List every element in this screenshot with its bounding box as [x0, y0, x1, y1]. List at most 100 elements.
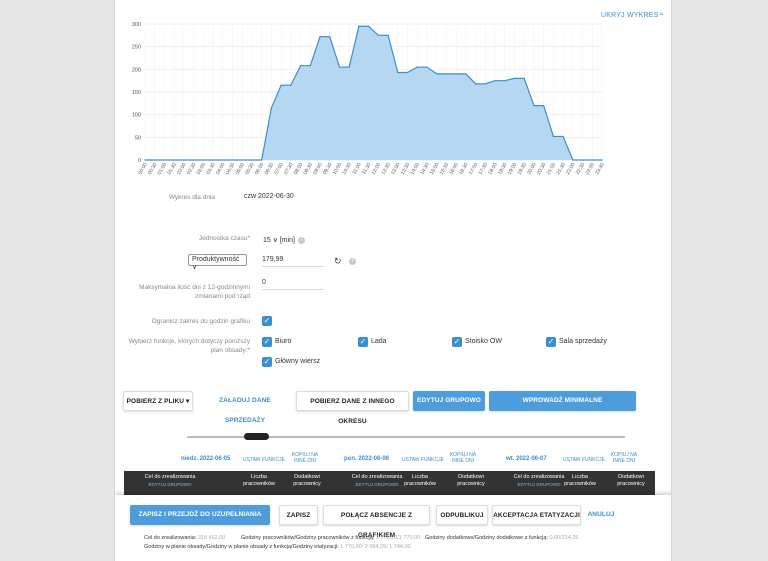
- y-tick-label: 50: [135, 135, 141, 141]
- col-employees-3: Liczba pracowników: [564, 474, 596, 487]
- series-area: [145, 26, 602, 161]
- x-tick-label: 07:00: [273, 162, 285, 176]
- x-tick-label: 03:30: [205, 162, 217, 176]
- max-days-label: Maksymalna ilość dni z 12-godzinnymi zmi…: [139, 284, 250, 300]
- limit-range-checkbox[interactable]: ✓: [262, 316, 272, 326]
- data-point: [387, 34, 389, 36]
- metric-select[interactable]: Produktywność ∨: [188, 254, 247, 271]
- data-point: [543, 105, 545, 107]
- chevron-up-icon[interactable]: ⌃: [658, 12, 665, 21]
- data-point: [231, 159, 234, 161]
- copy-days-link-2[interactable]: KOPIUJ NA INNE DNI: [449, 452, 477, 464]
- x-tick-label: 19:00: [507, 162, 519, 176]
- limit-range-label: Ogranicz zakres do godzin grafiku: [151, 318, 250, 325]
- data-point: [358, 25, 360, 27]
- scroll-track[interactable]: [187, 436, 625, 438]
- table-header: Cel do zrealizowania EDYTUJ GRUPOWO Liczb…: [124, 471, 655, 495]
- data-point: [222, 159, 224, 161]
- data-point: [163, 159, 166, 161]
- col-extra-3: Dodatkowi pracownicy: [617, 474, 645, 487]
- x-tick-label: 15:30: [439, 162, 451, 176]
- unpublish-button[interactable]: ODPUBLIKUJ: [436, 505, 488, 525]
- group-edit-button[interactable]: EDYTUJ GRUPOWO: [413, 391, 485, 411]
- info-icon: i: [297, 236, 305, 244]
- function-checkbox-lada[interactable]: ✓: [358, 337, 368, 347]
- x-tick-label: 09:00: [312, 162, 324, 176]
- main-panel: UKRYJ WYKRES ⌃ 0 50 100 150 200 250 300 00:00 00…: [114, 0, 672, 561]
- copy-days-link-1[interactable]: KOPIUJ NA INNE DNI: [291, 452, 319, 464]
- group-edit-link-3[interactable]: EDYTUJ GRUPOWO: [517, 482, 561, 487]
- save-and-go-button[interactable]: ZAPISZ I PRZEJDŹ DO UZUPEŁNIANIA GRAFIKU: [130, 505, 270, 538]
- x-tick-label: 08:00: [293, 162, 305, 176]
- data-point: [416, 66, 418, 68]
- load-file-button[interactable]: POBIERZ Z PLIKU ▾: [123, 391, 193, 411]
- data-point: [309, 65, 311, 67]
- y-tick-label: 300: [132, 22, 141, 28]
- refresh-icon[interactable]: ↻: [334, 256, 342, 266]
- scroll-thumb[interactable]: [244, 433, 269, 440]
- x-tick-label: 16:30: [458, 162, 470, 176]
- summary-hours: Godziny pracowników/Godziny pracowników …: [241, 535, 421, 541]
- load-sales-button[interactable]: ZAŁADUJ DANE SPRZEDAŻY: [219, 397, 271, 424]
- x-tick-label: 17:30: [478, 162, 490, 176]
- function-label-stoisko: Stoisko OW: [465, 338, 502, 345]
- data-point: [290, 84, 292, 86]
- x-tick-label: 18:30: [497, 162, 509, 176]
- set-functions-link-3[interactable]: USTAW FUNKCJE: [563, 457, 605, 463]
- productivity-input[interactable]: 179,99: [262, 254, 324, 267]
- time-unit-label: Jednostka czasu*: [199, 235, 250, 242]
- data-point: [455, 73, 457, 75]
- data-point: [523, 77, 525, 79]
- group-edit-link-2[interactable]: EDYTUJ GRUPOWO: [355, 482, 399, 487]
- data-point: [397, 71, 399, 74]
- data-point: [154, 159, 156, 161]
- y-tick-label: 0: [138, 158, 141, 164]
- x-tick-label: 11:00: [351, 162, 362, 176]
- save-button[interactable]: ZAPISZ: [279, 505, 318, 525]
- function-checkbox-biuro[interactable]: ✓: [262, 337, 272, 347]
- x-tick-label: 20:00: [526, 162, 538, 176]
- min-demand-button[interactable]: WPROWADŹ MINIMALNE ZAPOTRZEBOWANIE: [489, 391, 636, 424]
- data-point: [552, 135, 554, 138]
- data-point: [368, 25, 370, 27]
- function-checkbox-main-row[interactable]: ✓: [262, 357, 272, 367]
- x-tick-label: 23:00: [585, 162, 597, 176]
- data-point: [348, 66, 350, 68]
- x-tick-label: 09:30: [322, 162, 334, 176]
- x-tick-label: 22:00: [565, 162, 577, 176]
- set-functions-link-2[interactable]: USTAW FUNKCJE: [402, 457, 444, 463]
- time-unit-select[interactable]: 15 ∨ [min] i: [263, 236, 305, 244]
- x-tick-label: 18:00: [487, 162, 499, 176]
- x-tick-label: 08:30: [303, 162, 315, 176]
- y-tick-label: 250: [132, 45, 141, 51]
- info-icon: i: [349, 258, 356, 265]
- load-other-period-button[interactable]: POBIERZ DANE Z INNEGO OKRESU: [296, 391, 409, 425]
- data-point: [572, 159, 574, 161]
- function-label-main-row: Główny wiersz: [275, 358, 321, 365]
- function-label-lada: Lada: [371, 338, 387, 345]
- hide-chart-link[interactable]: UKRYJ WYKRES: [601, 12, 659, 19]
- group-edit-link-1[interactable]: EDYTUJ GRUPOWO: [148, 482, 192, 487]
- copy-days-link-3[interactable]: KOPIUJ NA INNE DNI: [610, 452, 638, 464]
- data-point: [513, 77, 516, 79]
- x-tick-label: 10:00: [332, 162, 344, 176]
- accept-button[interactable]: AKCEPTACJA ETATYZACJI: [492, 505, 581, 525]
- x-tick-label: 13:30: [400, 162, 412, 176]
- data-point: [299, 65, 302, 67]
- x-tick-label: 21:00: [546, 162, 558, 176]
- data-point: [251, 159, 253, 161]
- x-tick-label: 22:30: [575, 162, 587, 176]
- x-tick-label: 03:00: [196, 162, 208, 176]
- col-employees-2: Liczba pracowników: [404, 474, 436, 487]
- data-point: [406, 71, 409, 74]
- function-checkbox-sala[interactable]: ✓: [546, 337, 556, 347]
- merge-absences-button[interactable]: POŁĄCZ ABSENCJE Z GRAFIKIEM: [323, 505, 430, 539]
- data-point: [465, 73, 467, 75]
- cancel-button[interactable]: ANULUJ: [587, 511, 615, 518]
- function-checkbox-stoisko[interactable]: ✓: [452, 337, 462, 347]
- x-tick-label: 02:30: [186, 162, 198, 176]
- summary-plan: Godziny w planie obsady/Godziny w planie…: [144, 544, 411, 550]
- set-functions-link-1[interactable]: USTAW FUNKCJE: [243, 457, 285, 463]
- col-goal-1: Cel do zrealizowania EDYTUJ GRUPOWO: [130, 471, 210, 495]
- max-days-input[interactable]: 0: [262, 277, 324, 290]
